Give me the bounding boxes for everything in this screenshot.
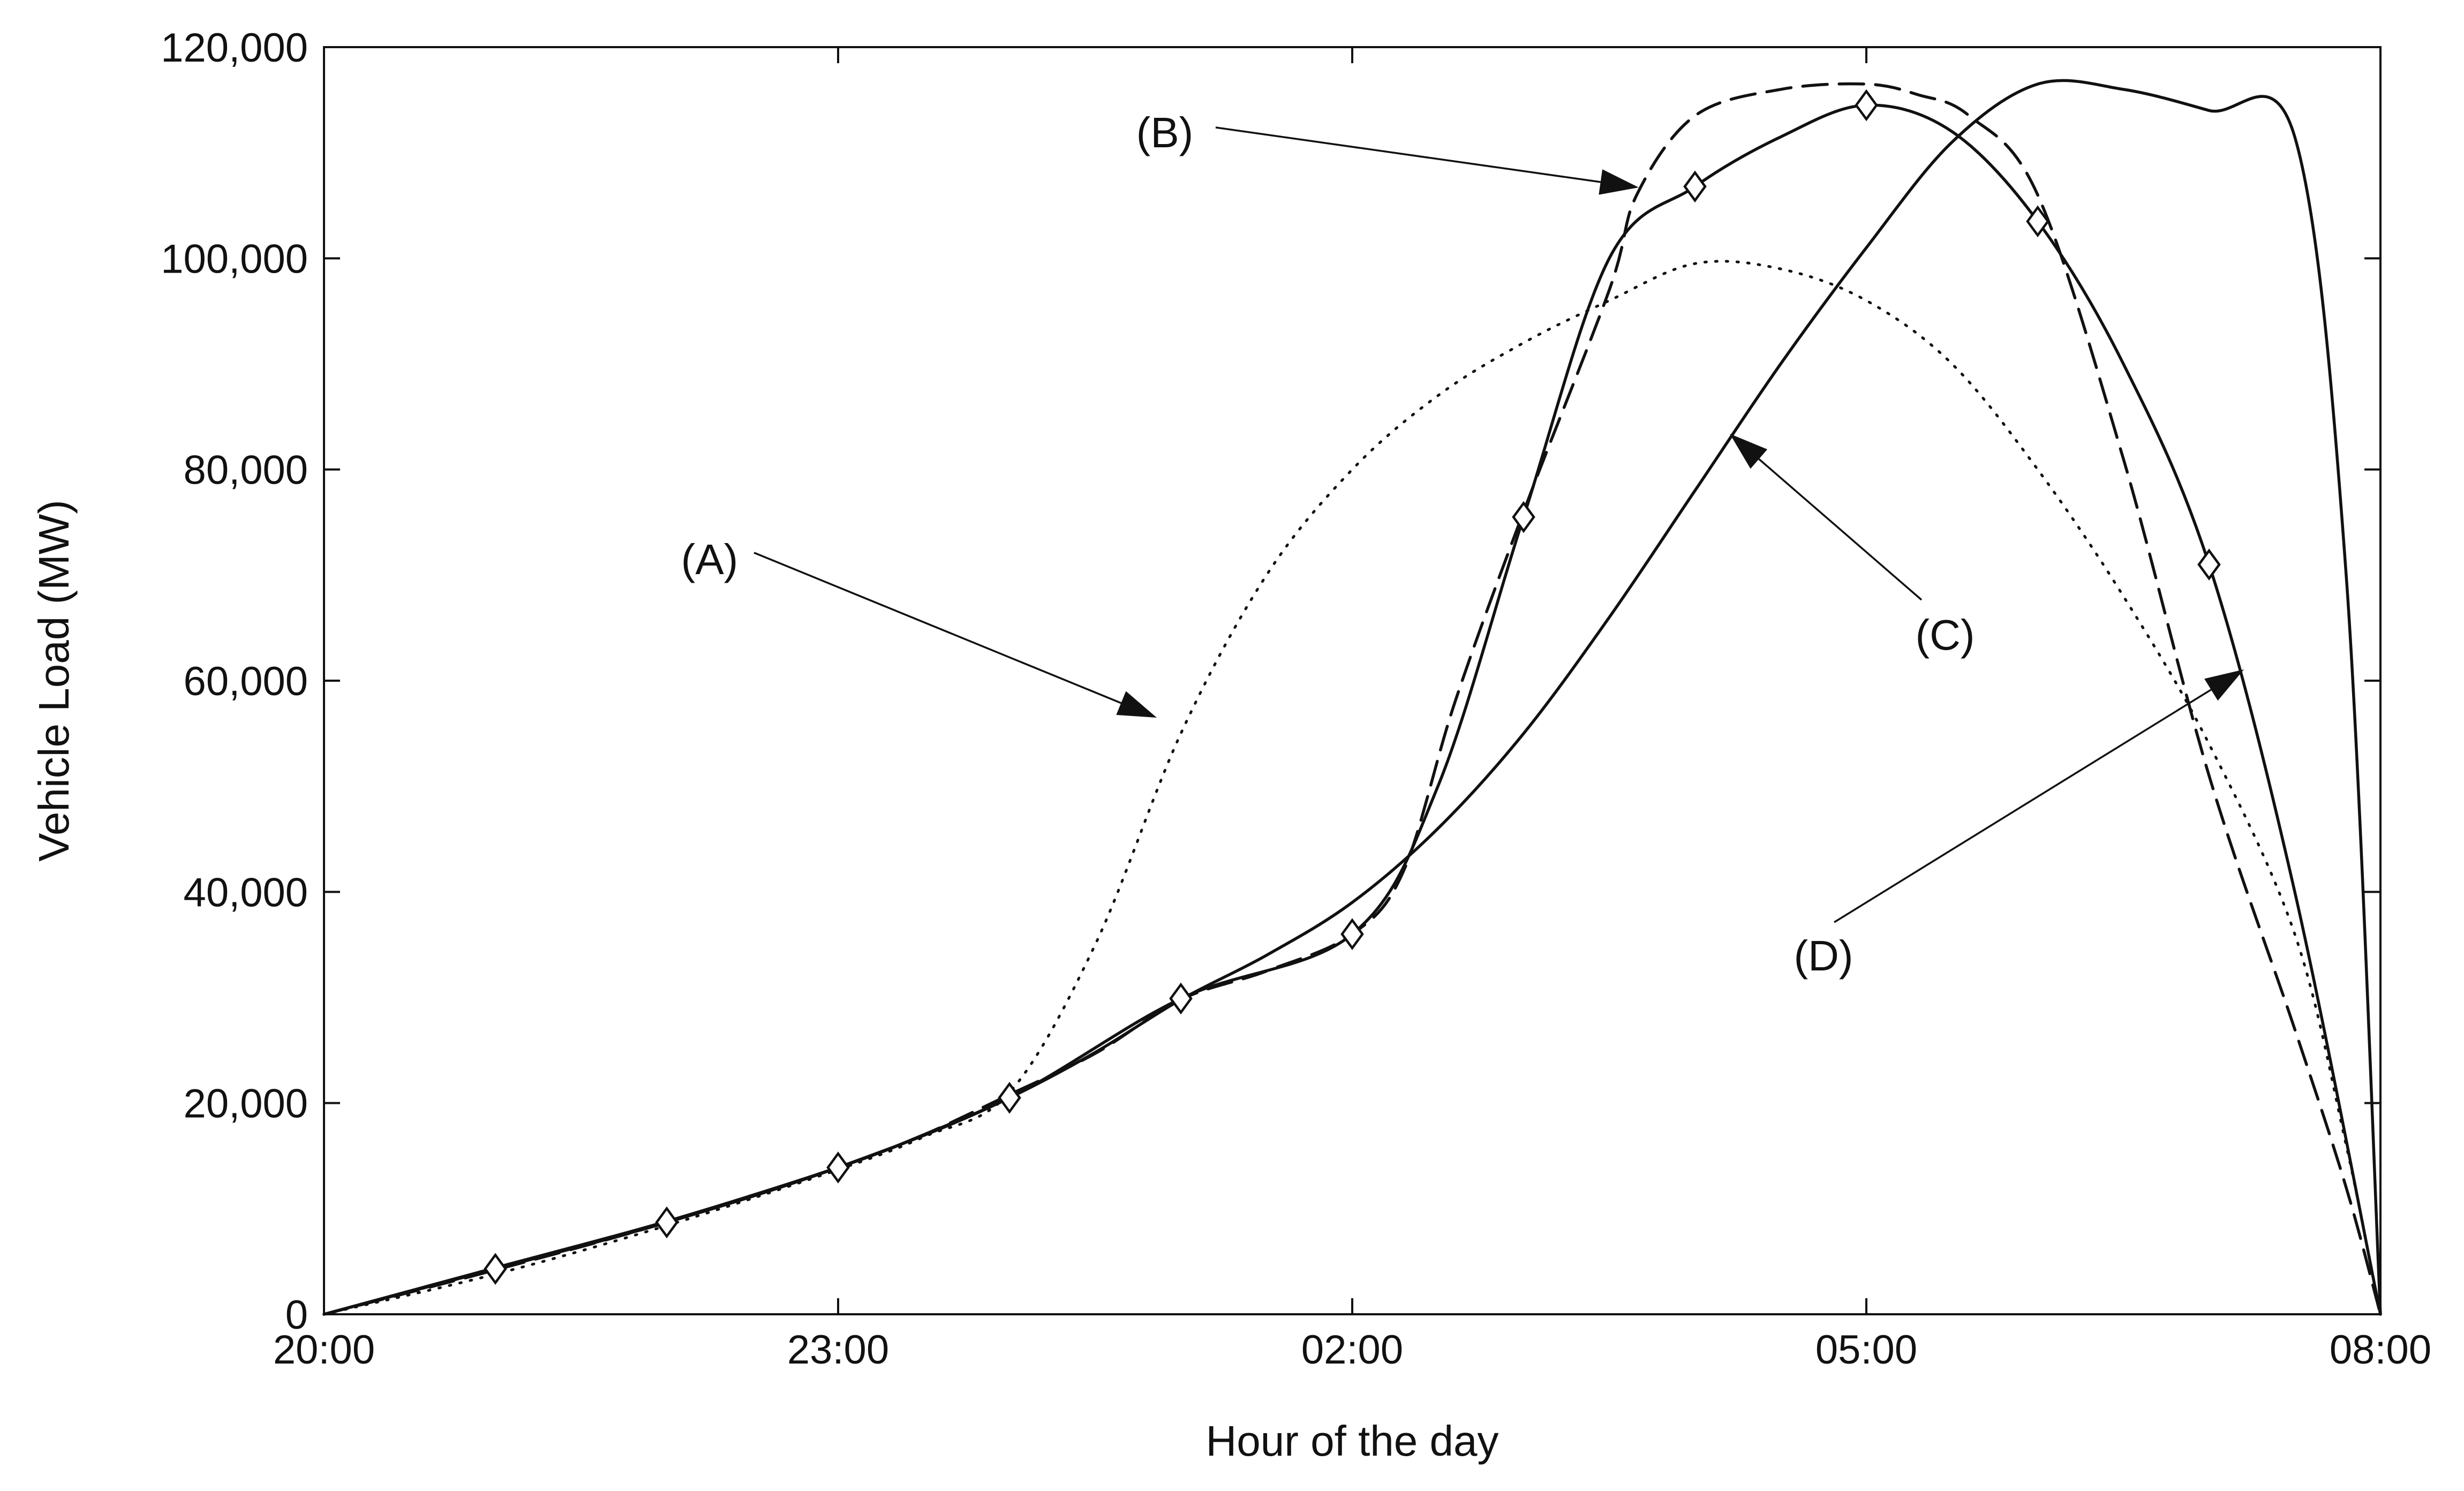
diamond-marker <box>826 1151 850 1184</box>
arrowhead-icon <box>1116 691 1157 718</box>
annotation-label-b: (B) <box>1136 109 1194 156</box>
y-tick-label: 80,000 <box>184 448 308 493</box>
annotation-arrow <box>1834 689 2212 923</box>
series-line-b <box>322 82 2382 1316</box>
diamond-marker <box>998 1081 1021 1114</box>
annotation-arrow <box>1215 126 1601 183</box>
diamond-marker <box>1683 170 1707 203</box>
diamond-marker <box>2026 205 2049 238</box>
series-line-c <box>322 79 2382 1316</box>
arrowhead-icon <box>1599 169 1639 195</box>
x-tick-label: 20:00 <box>273 1327 375 1373</box>
annotation-arrow <box>1758 458 1923 601</box>
diamond-marker <box>2197 548 2221 581</box>
annotation-label-c: (C) <box>1915 611 1975 659</box>
curve-annotations: (A) (B) (C) (D) <box>681 109 2244 980</box>
x-tick-label: 08:00 <box>2330 1327 2431 1373</box>
annotation-arrow <box>753 552 1122 704</box>
diamond-marker <box>1512 501 1535 533</box>
y-tick-label: 20,000 <box>184 1081 308 1127</box>
annotation-label-d: (D) <box>1794 932 1853 980</box>
diamond-marker <box>1340 918 1364 951</box>
series-lines <box>322 79 2382 1316</box>
x-tick-label: 02:00 <box>1301 1327 1403 1373</box>
x-tick-label: 05:00 <box>1815 1327 1917 1373</box>
diamond-marker <box>1169 982 1193 1015</box>
axis-ticks: 20:00 23:00 02:00 05:00 08:00 0 20,000 40,000 60… <box>161 25 2431 1373</box>
annotation-label-a: (A) <box>681 536 739 583</box>
y-tick-label: 40,000 <box>184 870 308 915</box>
diamond-marker <box>655 1206 679 1239</box>
y-axis-title: Vehicle Load (MW) <box>30 500 78 862</box>
y-tick-label: 120,000 <box>161 25 308 71</box>
arrowhead-icon <box>1730 434 1768 469</box>
series-line-a <box>322 260 2382 1316</box>
arrowhead-icon <box>2204 669 2244 701</box>
series-markers <box>484 89 2221 1285</box>
x-tick-label: 23:00 <box>787 1327 889 1373</box>
y-tick-label: 60,000 <box>184 659 308 704</box>
y-tick-label: 100,000 <box>161 236 308 282</box>
plot-frame <box>323 46 2382 1315</box>
diamond-marker <box>1855 89 1878 122</box>
diamond-marker <box>484 1253 507 1285</box>
x-axis-title: Hour of the day <box>1206 1417 1499 1465</box>
y-tick-label: 0 <box>285 1292 308 1338</box>
